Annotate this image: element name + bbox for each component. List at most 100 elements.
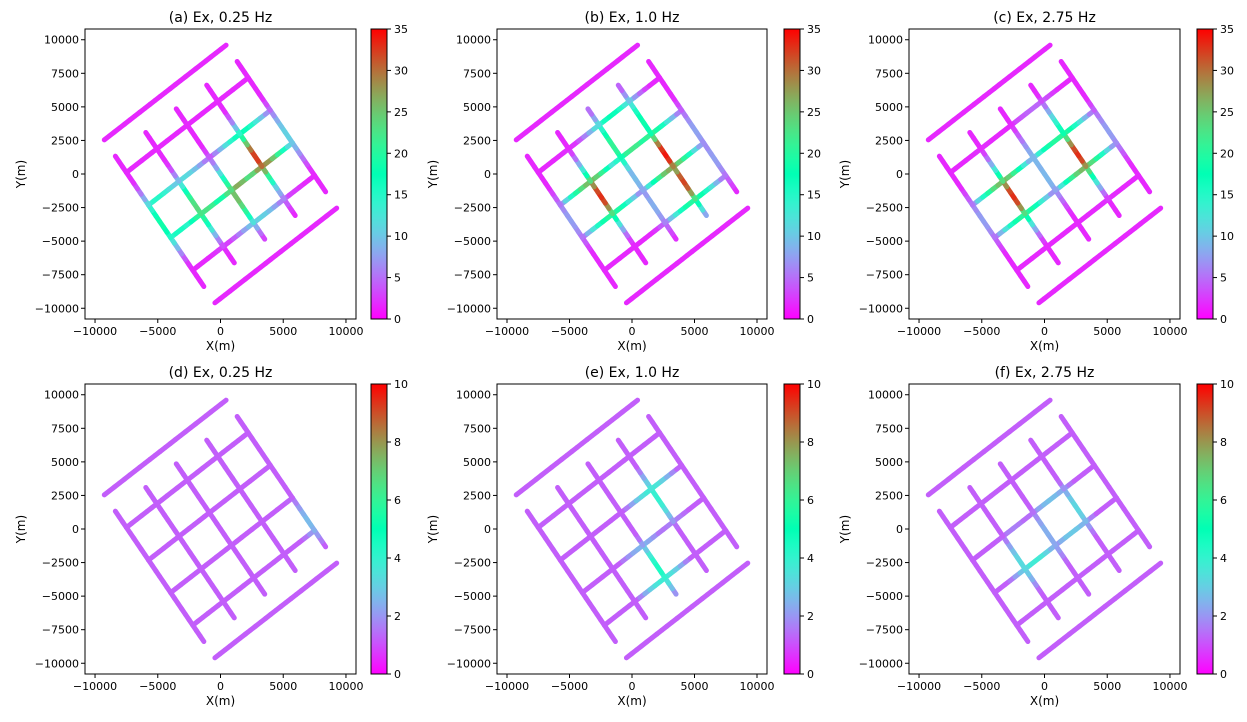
y-tick-label: 0 [484, 523, 491, 536]
x-tick-label: −10000 [485, 325, 529, 338]
y-tick-label: 2500 [463, 134, 491, 147]
y-tick-label: −10000 [447, 302, 491, 315]
subplot-1: (b) Ex, 1.0 Hz −10000 −5000 0 5000 10000 −1000… [426, 10, 821, 353]
survey-line-segment [615, 437, 625, 449]
x-tick-label: 0 [217, 680, 224, 693]
y-tick-label: 10000 [44, 389, 79, 402]
survey-line-segment [585, 461, 595, 472]
x-tick-label: 10000 [328, 680, 363, 693]
colorbar-tick-label: 6 [807, 494, 814, 507]
survey-line-segment [218, 42, 229, 52]
colorbar-tick-label: 8 [807, 436, 814, 449]
colorbar [783, 28, 801, 320]
y-tick-label: 7500 [51, 422, 79, 435]
colorbar-tick-label: 6 [394, 494, 401, 507]
x-tick-label: −5000 [551, 325, 588, 338]
survey-line-segment [329, 205, 340, 215]
colorbar-tick-label: 20 [394, 147, 408, 160]
survey-line-segment [555, 485, 564, 496]
colorbar [1196, 383, 1214, 675]
subplot-2: (c) Ex, 2.75 Hz −10000 −5000 0 5000 10000 −100… [838, 10, 1234, 353]
plot-title: (a) Ex, 0.25 Hz [169, 10, 272, 26]
x-tick-label: 5000 [269, 680, 297, 693]
colorbar-tick-label: 0 [1220, 668, 1227, 681]
colorbar-tick-label: 6 [1220, 494, 1227, 507]
colorbar-tick-label: 5 [1220, 272, 1227, 285]
x-tick-label: 0 [217, 325, 224, 338]
colorbar-tick-label: 8 [394, 436, 401, 449]
y-tick-label: −10000 [859, 302, 903, 315]
x-tick-label: −10000 [73, 325, 117, 338]
x-axis-label: X(m) [617, 694, 646, 708]
y-tick-label: 10000 [868, 389, 903, 402]
x-axis-label: X(m) [206, 339, 235, 353]
y-tick-label: 0 [72, 523, 79, 536]
survey-line-segment [329, 560, 340, 570]
x-tick-label: −5000 [139, 680, 176, 693]
survey-line-segment [1042, 397, 1053, 407]
x-axis-label: X(m) [1030, 339, 1059, 353]
colorbar-tick-label: 20 [1220, 147, 1234, 160]
x-tick-label: 5000 [681, 680, 709, 693]
y-tick-label: 2500 [875, 489, 903, 502]
y-tick-label: −2500 [42, 557, 79, 570]
survey-line-segment [1153, 560, 1164, 570]
y-tick-label: 5000 [463, 101, 491, 114]
y-tick-label: 2500 [463, 489, 491, 502]
x-tick-label: 5000 [269, 325, 297, 338]
plot-title: (d) Ex, 0.25 Hz [169, 365, 273, 381]
survey-line-segment [1058, 413, 1068, 425]
survey-line-segment [1153, 205, 1164, 215]
subplot-5: (f) Ex, 2.75 Hz −10000 −5000 0 5000 10000 −100… [838, 365, 1234, 708]
x-tick-label: −5000 [963, 325, 1000, 338]
y-tick-label: 0 [896, 168, 903, 181]
colorbar-tick-label: 20 [807, 147, 821, 160]
y-tick-label: 2500 [875, 134, 903, 147]
colorbar-tick-label: 4 [394, 552, 401, 565]
survey-line-segment [524, 508, 534, 520]
y-axis-label: Y(m) [14, 515, 28, 544]
y-tick-label: 7500 [463, 422, 491, 435]
y-tick-label: −7500 [42, 624, 79, 637]
colorbar-tick-label: 5 [807, 272, 814, 285]
colorbar-tick-label: 15 [394, 189, 408, 202]
x-tick-label: −10000 [897, 680, 941, 693]
survey-line-segment [967, 485, 976, 496]
y-tick-label: −5000 [454, 235, 491, 248]
x-tick-label: 5000 [681, 325, 709, 338]
colorbar-tick-label: 10 [1220, 378, 1234, 391]
colorbar [370, 28, 388, 320]
x-tick-label: −10000 [897, 325, 941, 338]
y-tick-label: −2500 [454, 202, 491, 215]
colorbar-tick-label: 25 [807, 106, 821, 119]
survey-line-segment [1058, 58, 1068, 70]
colorbar-tick-label: 4 [1220, 552, 1227, 565]
y-tick-label: −7500 [866, 269, 903, 282]
survey-line-segment [646, 413, 655, 425]
colorbar-tick-label: 30 [1220, 64, 1234, 77]
survey-line-segment [740, 205, 751, 215]
x-axis-label: X(m) [206, 694, 235, 708]
x-tick-label: 10000 [1152, 325, 1187, 338]
survey-line-segment [585, 106, 595, 117]
survey-line-segment [234, 58, 244, 70]
subplot-4: (e) Ex, 1.0 Hz −10000 −5000 0 5000 10000 −1000… [426, 365, 821, 708]
x-tick-label: −5000 [139, 325, 176, 338]
y-axis-label: Y(m) [426, 160, 440, 189]
plot-title: (c) Ex, 2.75 Hz [993, 10, 1096, 26]
colorbar-tick-label: 10 [1220, 230, 1234, 243]
x-tick-label: 5000 [1093, 325, 1121, 338]
y-tick-label: 10000 [44, 34, 79, 47]
colorbar-tick-label: 30 [807, 64, 821, 77]
y-tick-label: 0 [72, 168, 79, 181]
colorbar-tick-label: 25 [1220, 106, 1234, 119]
y-tick-label: 5000 [463, 456, 491, 469]
colorbar-tick-label: 15 [807, 189, 821, 202]
survey-line-segment [143, 130, 152, 141]
x-tick-label: 10000 [1152, 680, 1187, 693]
x-tick-label: −10000 [73, 680, 117, 693]
y-tick-label: −7500 [454, 269, 491, 282]
survey-line-segment [967, 130, 976, 141]
y-axis-label: Y(m) [838, 160, 852, 189]
x-tick-label: −5000 [963, 680, 1000, 693]
